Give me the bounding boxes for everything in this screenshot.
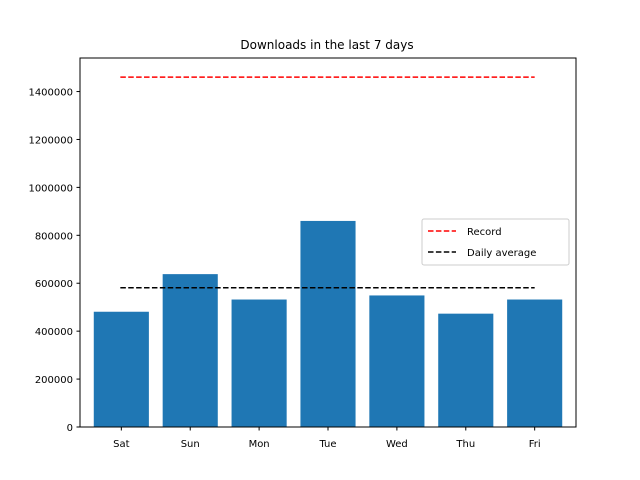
x-tick-label: Sat — [113, 439, 129, 450]
bar-tue — [300, 220, 356, 427]
y-tick-label: 0 — [67, 423, 73, 434]
y-tick-label: 1000000 — [28, 183, 73, 194]
bar-sat — [93, 311, 149, 427]
axes-layer: Sat Sun Mon Tue Wed Thu Fri 0 200000 400000 600000… — [28, 57, 577, 450]
legend: Record Daily average — [421, 218, 570, 266]
bar-wed — [369, 295, 425, 427]
bar-sun — [162, 274, 218, 427]
x-tick-label: Fri — [529, 439, 541, 450]
x-tick-label: Sun — [181, 439, 200, 450]
x-tick-label: Thu — [455, 439, 475, 450]
y-tick-label: 800000 — [35, 231, 73, 242]
y-tick-label: 200000 — [35, 375, 73, 386]
legend-label: Daily average — [467, 248, 536, 259]
y-tick-label: 1400000 — [28, 88, 73, 99]
legend-label: Record — [467, 227, 502, 238]
bars-layer — [93, 220, 563, 427]
chart-title: Downloads in the last 7 days — [240, 38, 413, 52]
y-tick-label: 600000 — [35, 279, 73, 290]
y-tick-label: 1200000 — [28, 135, 73, 146]
legend-box — [421, 218, 570, 266]
bar-thu — [438, 313, 494, 427]
reference-lines-layer — [120, 76, 535, 289]
x-tick-label: Mon — [249, 439, 270, 450]
x-tick-label: Wed — [386, 439, 408, 450]
bar-mon — [231, 299, 287, 427]
x-tick-label: Tue — [318, 439, 336, 450]
y-tick-label: 400000 — [35, 327, 73, 338]
bar-fri — [507, 299, 563, 427]
